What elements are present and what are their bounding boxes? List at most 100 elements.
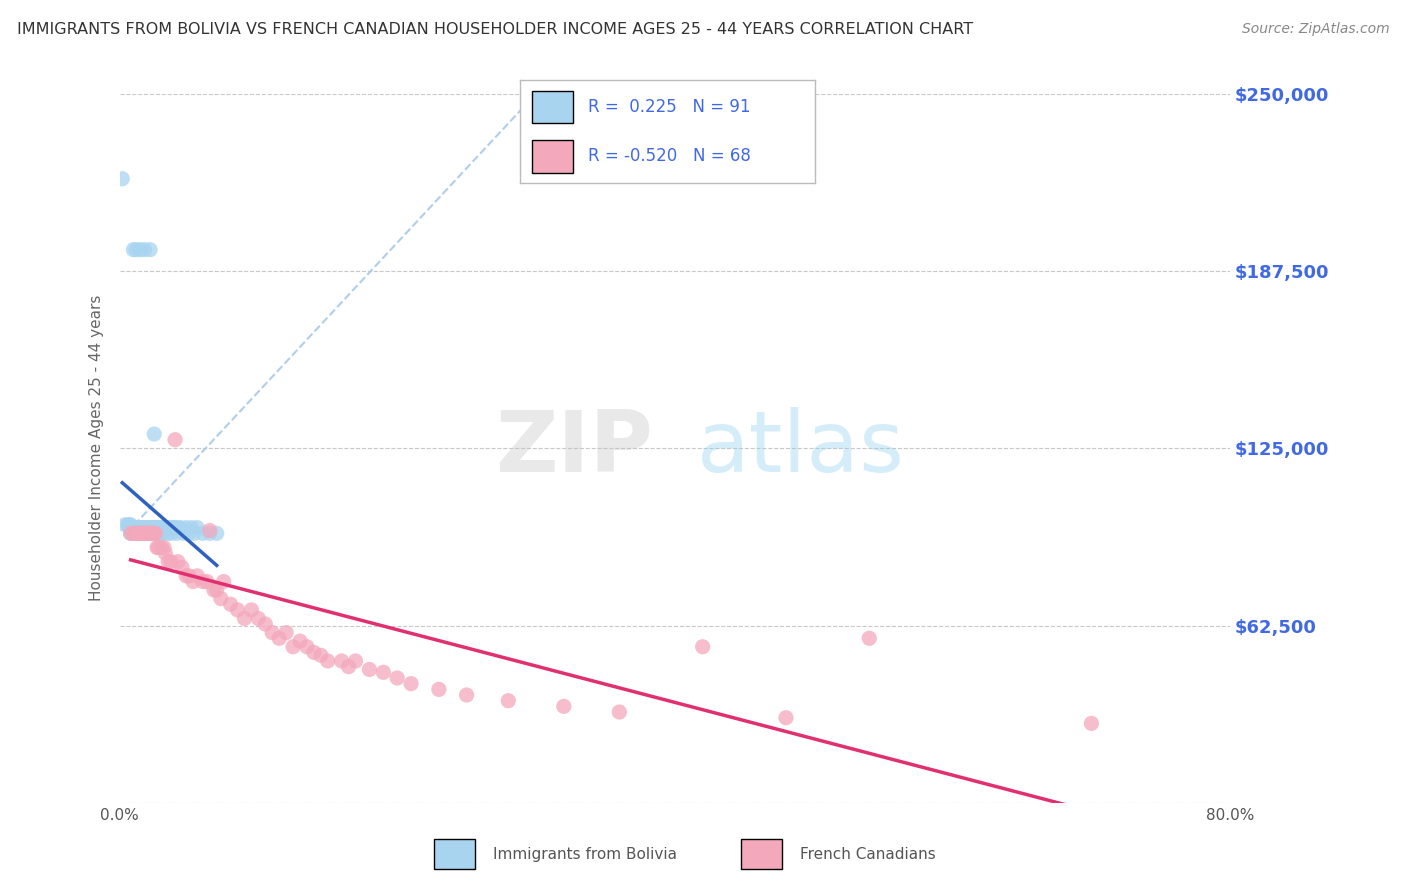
- Point: [127, 526, 149, 541]
- Point: [148, 521, 170, 535]
- Point: [316, 654, 339, 668]
- Point: [159, 521, 181, 535]
- Point: [186, 521, 208, 535]
- Point: [125, 526, 148, 541]
- Point: [146, 521, 169, 535]
- Point: [149, 521, 172, 535]
- Point: [117, 517, 139, 532]
- Point: [274, 625, 298, 640]
- Point: [162, 521, 184, 535]
- Point: [139, 526, 162, 541]
- Point: [148, 541, 170, 555]
- Point: [132, 526, 155, 541]
- Point: [166, 555, 188, 569]
- Point: [170, 560, 193, 574]
- Point: [247, 611, 270, 625]
- Point: [553, 699, 575, 714]
- Point: [125, 243, 148, 257]
- Point: [136, 526, 159, 541]
- Point: [143, 526, 166, 541]
- Point: [128, 526, 150, 541]
- Point: [152, 521, 174, 535]
- Point: [302, 645, 325, 659]
- Point: [498, 694, 520, 708]
- Text: IMMIGRANTS FROM BOLIVIA VS FRENCH CANADIAN HOUSEHOLDER INCOME AGES 25 - 44 YEARS: IMMIGRANTS FROM BOLIVIA VS FRENCH CANADI…: [17, 22, 973, 37]
- Point: [344, 654, 367, 668]
- Point: [132, 526, 155, 541]
- Point: [150, 526, 173, 541]
- Point: [163, 521, 186, 535]
- Point: [155, 546, 177, 560]
- Point: [136, 526, 159, 541]
- Point: [128, 526, 150, 541]
- Point: [143, 526, 166, 541]
- Point: [152, 526, 174, 541]
- Point: [337, 659, 360, 673]
- Point: [122, 526, 145, 541]
- Text: French Canadians: French Canadians: [800, 847, 935, 862]
- Point: [157, 555, 180, 569]
- Point: [129, 526, 152, 541]
- Point: [141, 521, 163, 535]
- Point: [127, 521, 149, 535]
- Point: [174, 569, 197, 583]
- Point: [139, 243, 162, 257]
- Point: [262, 625, 284, 640]
- Point: [160, 555, 183, 569]
- Point: [134, 526, 156, 541]
- Point: [153, 541, 176, 555]
- Point: [149, 526, 172, 541]
- Point: [385, 671, 409, 685]
- Point: [165, 526, 187, 541]
- Point: [150, 541, 173, 555]
- Point: [205, 526, 228, 541]
- Point: [139, 521, 162, 535]
- Point: [373, 665, 395, 680]
- Point: [160, 526, 183, 541]
- Point: [174, 521, 197, 535]
- Text: ZIP: ZIP: [495, 407, 652, 490]
- Point: [143, 427, 166, 442]
- Point: [212, 574, 235, 589]
- Point: [155, 521, 177, 535]
- FancyBboxPatch shape: [531, 140, 574, 173]
- Point: [138, 526, 160, 541]
- Point: [1080, 716, 1102, 731]
- Point: [121, 526, 143, 541]
- Point: [146, 526, 169, 541]
- Point: [427, 682, 450, 697]
- Point: [233, 611, 256, 625]
- Point: [128, 521, 150, 535]
- Point: [295, 640, 318, 654]
- Point: [226, 603, 249, 617]
- Point: [135, 521, 157, 535]
- Point: [122, 521, 145, 535]
- Point: [156, 521, 179, 535]
- Point: [148, 526, 170, 541]
- Point: [134, 526, 156, 541]
- FancyBboxPatch shape: [741, 839, 782, 869]
- Point: [124, 526, 146, 541]
- Point: [145, 526, 167, 541]
- Point: [134, 526, 156, 541]
- Point: [141, 526, 163, 541]
- FancyBboxPatch shape: [531, 91, 574, 123]
- Point: [138, 526, 160, 541]
- Point: [858, 632, 880, 646]
- Point: [131, 521, 153, 535]
- Point: [143, 521, 166, 535]
- Point: [124, 521, 146, 535]
- Point: [775, 711, 797, 725]
- Point: [125, 526, 148, 541]
- Point: [191, 526, 214, 541]
- Point: [177, 526, 200, 541]
- Point: [692, 640, 714, 654]
- Point: [177, 569, 200, 583]
- Point: [169, 521, 191, 535]
- Y-axis label: Householder Income Ages 25 - 44 years: Householder Income Ages 25 - 44 years: [89, 295, 104, 601]
- Point: [607, 705, 630, 719]
- Point: [157, 526, 180, 541]
- Point: [139, 526, 162, 541]
- Point: [138, 526, 160, 541]
- Point: [142, 526, 165, 541]
